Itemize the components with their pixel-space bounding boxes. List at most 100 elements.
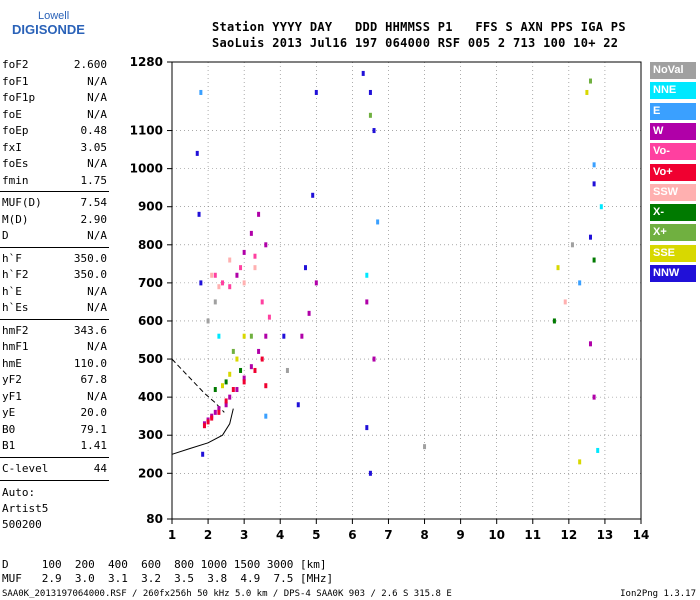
point-w	[235, 272, 239, 278]
point-x	[239, 367, 243, 373]
param-label: MUF(D)	[2, 196, 42, 209]
x-tick-label: 6	[348, 528, 356, 542]
y-tick-label: 900	[138, 200, 163, 214]
param-value: N/A	[87, 107, 107, 121]
param-value: N/A	[87, 229, 107, 242]
y-tick-label: 600	[138, 314, 163, 328]
point-vo	[202, 423, 206, 429]
point-vo	[213, 272, 217, 278]
param-value: 0.48	[80, 124, 108, 137]
param-label: fmin	[2, 173, 29, 187]
param-row-hf: h`F 350.0	[2, 252, 107, 268]
param-value: 79.1	[80, 422, 108, 436]
x-tick-label: 4	[276, 528, 284, 542]
point-vo	[253, 253, 257, 259]
y-tick-label: 1100	[130, 124, 163, 138]
auto-scaling-line3: 500200	[2, 518, 42, 531]
point-nnw	[314, 89, 318, 95]
point-nne	[365, 272, 369, 278]
param-label: h`F	[2, 251, 22, 265]
point-w	[213, 409, 217, 415]
legend-item-vo: Vo-	[650, 143, 696, 161]
param-row-fmin: fmin 1.75	[2, 174, 107, 190]
param-separator	[0, 480, 109, 481]
param-row-hes: h`Es N/A	[2, 301, 107, 317]
param-row-he: h`E N/A	[2, 285, 107, 301]
y-tick-label: 800	[138, 238, 163, 252]
point-vo	[231, 387, 235, 393]
logo-digisonde-text: DIGISONDE	[12, 22, 85, 37]
param-value: 2.90	[80, 212, 108, 226]
point-nnw	[282, 333, 286, 339]
distance-row: D 100 200 400 600 800 1000 1500 3000 [km…	[2, 558, 327, 571]
param-label: M(D)	[2, 212, 29, 226]
legend-item-ssw: SSW	[650, 183, 696, 201]
param-separator	[0, 191, 109, 192]
point-w	[365, 299, 369, 305]
auto-scaling-line1: Auto:	[2, 486, 36, 499]
param-value: 3.05	[80, 140, 108, 154]
param-label: D	[2, 229, 9, 242]
legend-item-x: X+	[650, 224, 696, 242]
param-label: B1	[2, 439, 16, 452]
point-sse	[235, 356, 239, 362]
point-vo	[260, 299, 264, 305]
point-w	[372, 356, 376, 362]
y-tick-label: 200	[138, 466, 163, 480]
point-nnw	[361, 70, 365, 76]
point-nnw	[199, 280, 203, 286]
point-noval	[423, 444, 427, 450]
param-value: N/A	[87, 91, 107, 104]
param-row-yf2: yF2 67.8	[2, 373, 107, 389]
point-w	[224, 402, 228, 408]
point-w	[588, 341, 592, 347]
point-x	[224, 379, 228, 385]
point-nnw	[365, 425, 369, 431]
param-label: h`Es	[2, 301, 29, 314]
param-label: foEp	[2, 124, 29, 137]
param-row-b1: B1 1.41	[2, 439, 107, 455]
point-x	[213, 387, 217, 393]
point-vo	[267, 314, 271, 320]
point-noval	[285, 367, 289, 373]
point-sse	[556, 265, 560, 271]
y-tick-label: 80	[146, 512, 163, 526]
param-label: foF2	[2, 58, 29, 71]
header-row-labels: Station YYYY DAY DDD HHMMSS P1 FFS S AXN…	[212, 20, 626, 34]
y-tick-label: 400	[138, 390, 163, 404]
legend-item-sse: SSE	[650, 244, 696, 262]
point-noval	[570, 242, 574, 248]
point-e	[578, 280, 582, 286]
point-w	[257, 348, 261, 354]
point-sse	[228, 371, 232, 377]
legend-item-e: E	[650, 102, 696, 120]
point-x	[592, 257, 596, 263]
x-tick-label: 12	[560, 528, 577, 542]
param-row-d: D N/A	[2, 229, 107, 245]
param-value: N/A	[87, 157, 107, 170]
trace-dashed	[171, 358, 225, 413]
legend-item-w: W	[650, 122, 696, 140]
point-nnw	[368, 470, 372, 476]
param-row-fof1p: foF1p N/A	[2, 91, 107, 107]
param-row-fof1: foF1 N/A	[2, 75, 107, 91]
param-row-fof2: foF2 2.600	[2, 58, 107, 74]
y-tick-label: 500	[138, 352, 163, 366]
param-label: hmF1	[2, 340, 29, 353]
point-nnw	[372, 128, 376, 134]
point-vo	[210, 415, 214, 421]
point-nnw	[592, 181, 596, 187]
point-ssw	[210, 272, 214, 278]
point-ssw	[217, 284, 221, 290]
legend-item-nnw: NNW	[650, 265, 696, 282]
param-value: N/A	[87, 284, 107, 298]
point-vo	[224, 398, 228, 404]
param-value: 110.0	[73, 356, 107, 370]
param-row-ye: yE 20.0	[2, 406, 107, 422]
x-tick-label: 14	[633, 528, 650, 542]
x-tick-label: 7	[384, 528, 392, 542]
param-value: 67.8	[80, 373, 108, 386]
legend-item-x: X-	[650, 204, 696, 222]
point-nnw	[195, 150, 199, 156]
